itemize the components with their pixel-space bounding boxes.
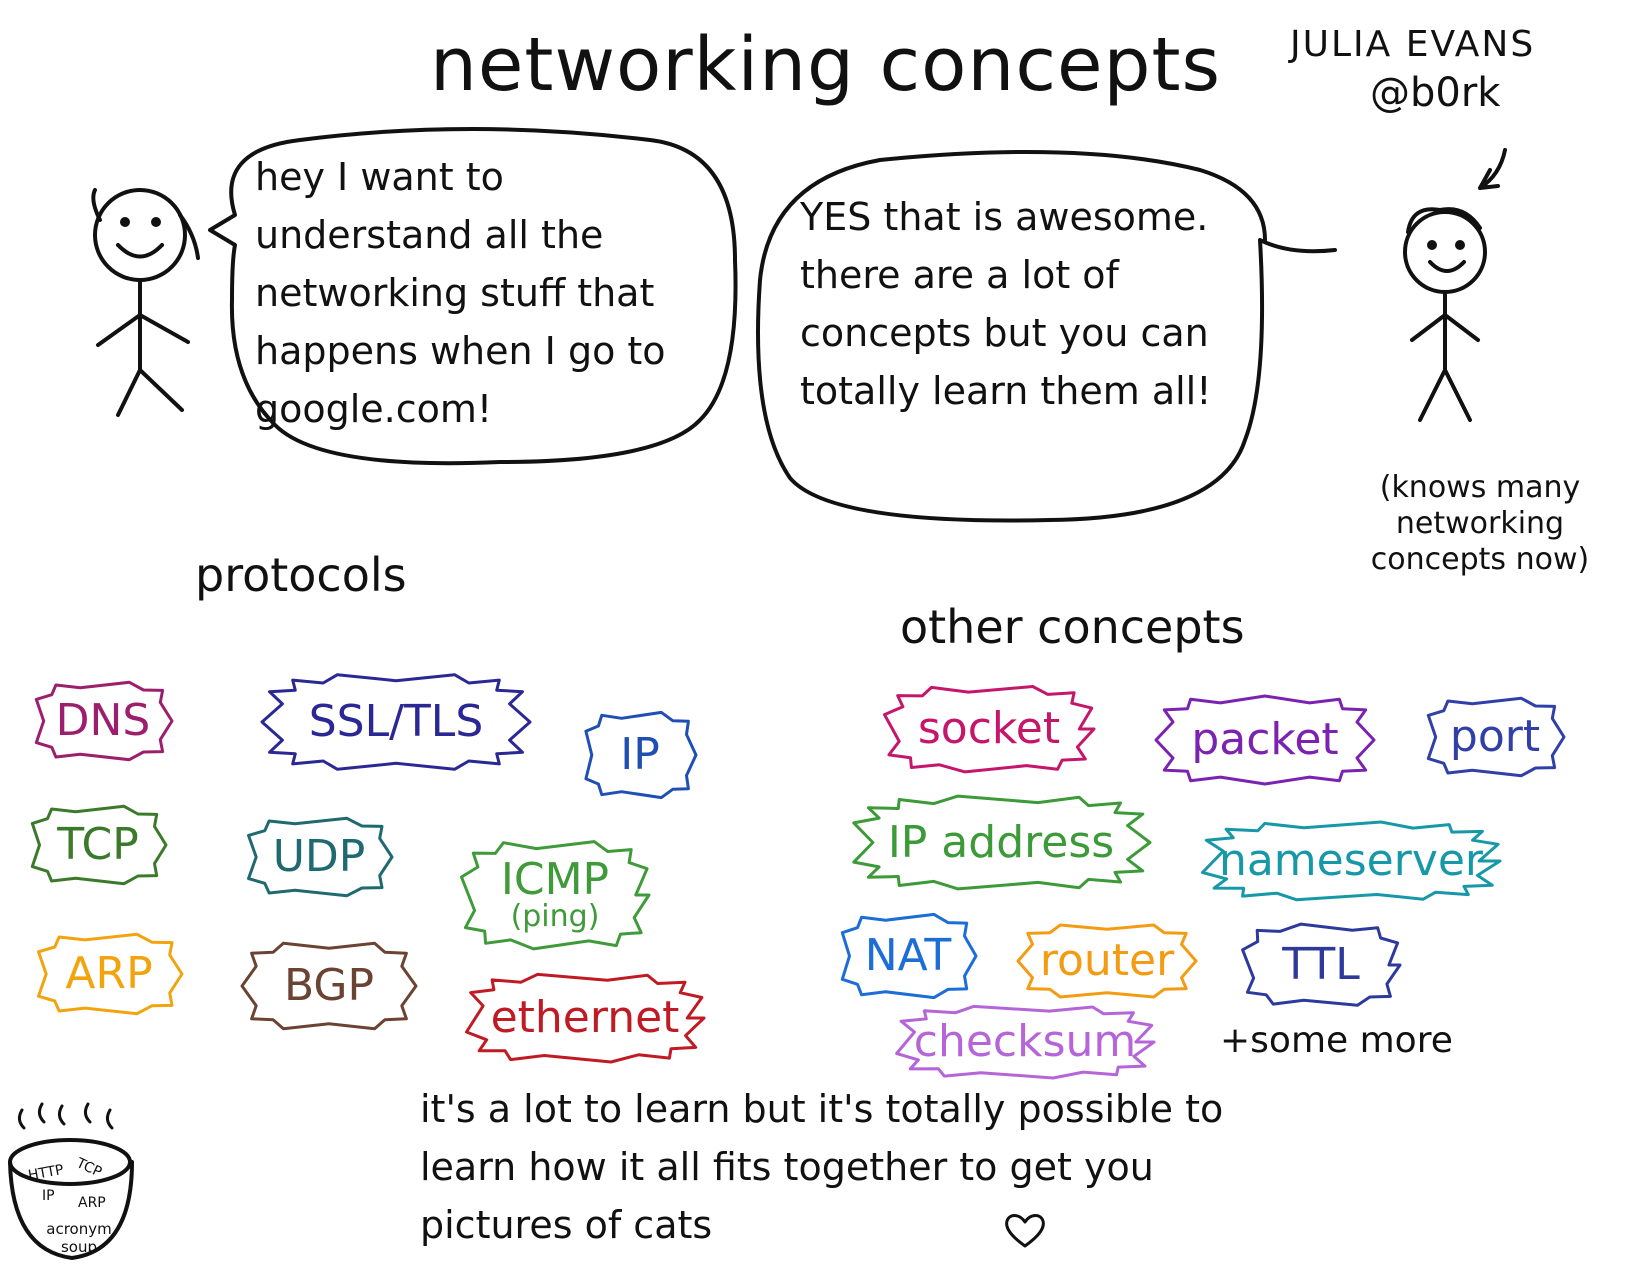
author-handle: @b0rk: [1370, 70, 1501, 116]
tag-ttl: TTL: [1236, 918, 1406, 1012]
acronym-soup-label: acronym soup: [46, 1220, 112, 1256]
author-name: JULIA EVANS: [1290, 24, 1536, 65]
left-speech-text: hey I want to understand all the network…: [255, 155, 666, 431]
more-concepts-note: +some more: [1220, 1020, 1453, 1061]
tag-nat: NAT: [834, 908, 982, 1004]
left-speech-bubble: [208, 127, 738, 466]
tag-outline: [465, 972, 706, 1064]
tag-outline: [1241, 922, 1402, 1007]
tag-outline: [1426, 696, 1566, 778]
tag-arp: ARP: [30, 928, 188, 1020]
tag-udp: UDP: [240, 812, 398, 902]
tag-outline: [1016, 923, 1198, 999]
tag-ip-address: IP address: [846, 790, 1156, 895]
tag-bgp: BGP: [236, 936, 422, 1036]
right-speech-text: YES that is awesome. there are a lot of …: [800, 195, 1212, 413]
other-concepts-heading: other concepts: [900, 600, 1245, 654]
tag-outline: [883, 685, 1096, 774]
tag-outline: [840, 912, 978, 1000]
tag-ssl-tls: SSL/TLS: [256, 668, 536, 776]
tag-outline: [34, 680, 174, 762]
tag-outline: [1154, 694, 1376, 786]
tag-outline: [852, 794, 1152, 891]
bowl-word-arp: ARP: [78, 1195, 106, 1211]
tag-outline: [460, 840, 651, 951]
tag-packet: packet: [1150, 690, 1380, 790]
tag-port: port: [1420, 692, 1570, 782]
closing-note: it's a lot to learn but it's totally pos…: [420, 1087, 1224, 1247]
bowl-word-ip: IP: [42, 1188, 55, 1204]
tag-checksum: checksum: [890, 1000, 1160, 1084]
tag-outline: [1201, 820, 1502, 902]
acronym-soup-bowl-icon: [8, 1102, 134, 1260]
tag-outline: [30, 804, 168, 886]
tag-outline: [37, 932, 184, 1016]
tag-outline: [584, 710, 698, 800]
tag-dns: DNS: [28, 676, 178, 766]
tag-outline: [260, 673, 532, 771]
heart-icon: [1005, 1214, 1045, 1248]
tag-icmp-subtitle: (ping): [510, 899, 600, 934]
left-stick-figure: [91, 188, 200, 417]
tag-outline: [240, 941, 418, 1031]
tag-outline: [895, 1004, 1156, 1080]
tag-router: router: [1012, 918, 1202, 1004]
tag-outline: [247, 816, 394, 898]
tag-icmp: ICMP (ping): [455, 835, 655, 955]
right-stick-figure: [1403, 207, 1487, 422]
tag-ethernet: ethernet: [460, 968, 710, 1068]
tag-nameserver: nameserver: [1196, 816, 1506, 906]
tag-ip: IP: [578, 706, 702, 804]
tag-tcp: TCP: [24, 800, 172, 890]
author-arrow-icon: [1478, 148, 1507, 190]
character-note: (knows many networking concepts now): [1370, 470, 1590, 577]
protocols-heading: protocols: [195, 548, 407, 602]
right-speech-bubble: [756, 150, 1337, 523]
page-title: networking concepts: [430, 22, 1222, 108]
tag-socket: socket: [878, 680, 1100, 778]
